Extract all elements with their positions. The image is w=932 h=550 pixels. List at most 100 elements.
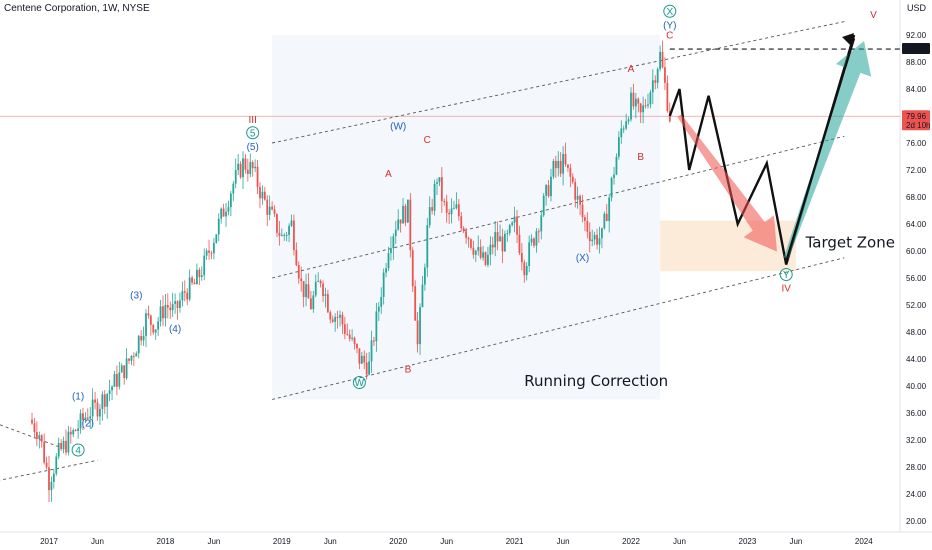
y-tick-label: 84.00 xyxy=(906,85,927,94)
wave-label: (3) xyxy=(130,290,142,301)
candle-body xyxy=(545,185,548,196)
x-tick-label: Jun xyxy=(673,537,686,546)
candle-body xyxy=(470,239,472,248)
y-tick-label: 64.00 xyxy=(906,220,927,229)
candle-body xyxy=(462,228,465,232)
candle-body xyxy=(525,265,528,276)
candle-body xyxy=(319,280,322,284)
candle-body xyxy=(40,435,43,442)
candle-body xyxy=(588,231,591,242)
candle-body xyxy=(516,216,518,235)
y-tick-label: 48.00 xyxy=(906,328,927,337)
x-tick-label: Jun xyxy=(789,537,802,546)
wave-label: B xyxy=(637,152,644,163)
candle-body xyxy=(562,153,564,174)
candle-body xyxy=(499,236,501,242)
candle-body xyxy=(55,456,58,474)
candle-body xyxy=(392,236,395,249)
candle-body xyxy=(123,365,126,379)
candle-body xyxy=(38,435,41,439)
candle-body xyxy=(375,311,378,342)
impulse-arrowhead xyxy=(842,32,855,45)
candle-body xyxy=(135,353,138,357)
wave-label: 4 xyxy=(75,446,81,457)
candle-body xyxy=(579,195,581,205)
candle-body xyxy=(205,250,208,256)
candle-body xyxy=(433,183,436,211)
wave-label: A xyxy=(385,169,392,180)
candle-body xyxy=(237,163,240,171)
candle-body xyxy=(312,295,315,310)
candle-body xyxy=(598,238,601,245)
candle-body xyxy=(409,199,412,251)
y-tick-label: 44.00 xyxy=(906,355,927,364)
candle-body xyxy=(482,252,484,258)
candle-body xyxy=(605,213,608,221)
candle-body xyxy=(186,292,189,300)
candle-body xyxy=(84,417,87,420)
y-tick-label: 92.00 xyxy=(906,31,927,40)
wave-label: (W) xyxy=(390,122,406,133)
y-tick-label: 36.00 xyxy=(906,409,927,418)
channel-line xyxy=(271,257,845,400)
price-tag xyxy=(902,43,930,55)
candle-body xyxy=(654,80,657,83)
candle-body xyxy=(242,158,244,178)
candle-body xyxy=(217,218,220,235)
candle-body xyxy=(491,244,494,248)
wave-label: (X) xyxy=(576,253,589,264)
candle-body xyxy=(610,177,613,198)
candle-body xyxy=(162,306,164,319)
candle-body xyxy=(581,204,584,218)
candle-body xyxy=(380,296,383,307)
candle-body xyxy=(89,416,92,419)
candle-body xyxy=(668,111,671,122)
candle-body xyxy=(222,208,225,217)
candle-body xyxy=(617,137,620,157)
candle-body xyxy=(246,169,249,174)
candle-body xyxy=(613,174,615,178)
candle-body xyxy=(390,248,392,254)
candle-body xyxy=(215,234,218,243)
candle-body xyxy=(103,394,106,407)
candle-body xyxy=(472,247,475,255)
candle-body xyxy=(419,307,421,345)
candle-body xyxy=(69,431,72,435)
candle-body xyxy=(642,105,645,113)
candle-body xyxy=(634,98,637,107)
y-tick-label: 56.00 xyxy=(906,274,927,283)
candle-body xyxy=(341,314,344,325)
candle-body xyxy=(528,242,531,266)
channel-line xyxy=(272,21,845,144)
candle-body xyxy=(647,104,649,106)
wave-label: (1) xyxy=(72,392,84,403)
candle-body xyxy=(169,307,172,311)
y-tick-label: 28.00 xyxy=(906,463,927,472)
candle-body xyxy=(166,305,169,308)
candle-body xyxy=(283,234,286,236)
candle-body xyxy=(457,204,460,217)
chart-title: Centene Corporation, 1W, NYSE xyxy=(4,3,150,14)
candle-body xyxy=(627,119,630,122)
candle-body xyxy=(584,217,586,221)
candle-body xyxy=(394,229,397,237)
wave-circle xyxy=(71,443,85,457)
y-tick-label: 88.00 xyxy=(906,58,927,67)
candle-body xyxy=(615,156,618,175)
candle-body xyxy=(285,234,288,236)
candle-body xyxy=(263,191,266,200)
candle-body xyxy=(118,372,121,387)
candle-body xyxy=(339,314,341,318)
candle-body xyxy=(271,206,273,210)
candle-body xyxy=(450,208,453,215)
candle-body xyxy=(436,182,438,184)
candle-body xyxy=(608,197,611,221)
candle-body xyxy=(576,195,579,200)
candle-body xyxy=(484,252,487,265)
candle-body xyxy=(188,277,191,300)
y-tick-label: 40.00 xyxy=(906,382,927,391)
candle-body xyxy=(373,340,375,342)
candle-body xyxy=(67,431,70,453)
